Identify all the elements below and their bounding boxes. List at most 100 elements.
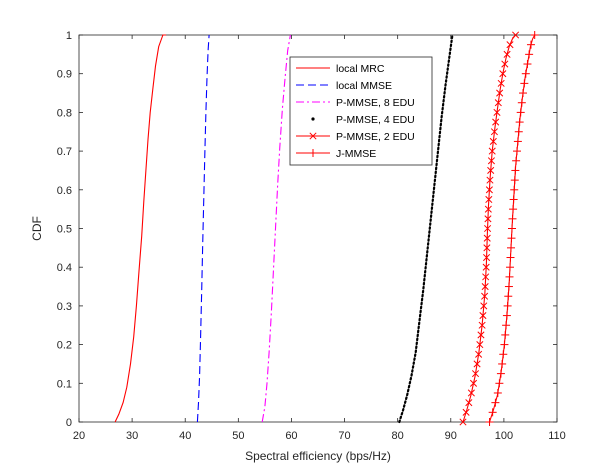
marker-p-mmse-2-edu-6 — [473, 360, 481, 368]
marker-j-mmse-33 — [517, 98, 526, 107]
y-tick-label-3: 0.3 — [57, 301, 72, 313]
legend: local MRC local MMSE P-MMSE, 8 EDU P-MMSE, … — [289, 56, 433, 166]
marker-p-mmse-2-edu-16 — [482, 263, 490, 271]
marker-p-mmse-2-edu-9 — [477, 331, 485, 339]
marker-j-mmse-11 — [502, 311, 511, 320]
marker-j-mmse-35 — [520, 79, 529, 88]
marker-j-mmse-10 — [502, 321, 511, 330]
marker-p-mmse-2-edu-15 — [482, 273, 490, 281]
marker-j-mmse-19 — [507, 234, 516, 243]
marker-p-mmse-2-edu-35 — [497, 79, 505, 87]
marker-p-mmse-2-edu-34 — [496, 89, 504, 97]
marker-j-mmse-28 — [512, 147, 521, 156]
series-line-p-mmse-4-edu — [398, 33, 454, 424]
marker-j-mmse-26 — [511, 166, 520, 175]
y-tick-label-9: 0.9 — [57, 69, 72, 81]
marker-p-mmse-2-edu-25 — [486, 176, 494, 184]
x-tick-label-5: 70 — [338, 430, 350, 442]
y-tick-label-6: 0.6 — [57, 185, 72, 197]
marker-j-mmse-30 — [514, 127, 523, 136]
marker-j-mmse-23 — [509, 195, 518, 204]
y-tick-label-4: 0.4 — [57, 262, 72, 274]
x-tick-label-0: 20 — [73, 430, 85, 442]
marker-j-mmse-8 — [500, 340, 509, 349]
x-axis-label: Spectral efficiency (bps/Hz) — [245, 449, 391, 463]
x-tick-label-9: 110 — [548, 430, 566, 442]
marker-p-mmse-2-edu-10 — [478, 321, 486, 329]
marker-p-mmse-2-edu-11 — [479, 312, 487, 320]
marker-p-mmse-2-edu-19 — [483, 234, 491, 242]
marker-p-mmse-2-edu-38 — [503, 50, 511, 58]
legend-entry-j-mmse: J-MMSE — [296, 148, 376, 160]
legend-entry-local-mrc: local MRC — [296, 63, 385, 75]
marker-p-mmse-2-edu-36 — [499, 70, 507, 78]
marker-j-mmse-21 — [508, 214, 517, 223]
series-p-mmse-8-edu — [261, 34, 291, 423]
legend-swatch-p-mmse-4-edu — [311, 117, 315, 121]
marker-j-mmse-18 — [506, 243, 515, 252]
y-tick-label-0: 0 — [66, 417, 72, 429]
marker-p-mmse-2-edu-37 — [501, 60, 509, 68]
series-p-mmse-2-edu — [459, 31, 520, 426]
series-layer — [114, 31, 539, 426]
legend-label-p-mmse-8-edu: P-MMSE, 8 EDU — [336, 97, 415, 109]
marker-j-mmse-31 — [515, 118, 524, 127]
legend-entry-p-mmse-8-edu: P-MMSE, 8 EDU — [296, 97, 415, 109]
marker-j-mmse-29 — [513, 137, 522, 146]
marker-p-mmse-2-edu-22 — [484, 205, 492, 213]
marker-j-mmse-36 — [521, 69, 530, 78]
marker-p-mmse-2-edu-39 — [506, 41, 514, 49]
marker-j-mmse-5 — [496, 369, 505, 378]
marker-j-mmse-12 — [503, 301, 512, 310]
series-line-local-mrc — [114, 34, 167, 423]
marker-p-mmse-2-edu-1 — [462, 408, 470, 416]
marker-j-mmse-32 — [516, 108, 525, 117]
x-tick-label-1: 30 — [126, 430, 138, 442]
marker-j-mmse-1 — [488, 408, 497, 417]
marker-j-mmse-39 — [526, 40, 535, 49]
x-tick-label-4: 60 — [285, 430, 297, 442]
legend-label-j-mmse: J-MMSE — [336, 148, 376, 160]
marker-j-mmse-15 — [505, 272, 514, 281]
y-tick-label-5: 0.5 — [57, 224, 72, 236]
ticks-layer: 20 30 40 50 60 70 80 90 100 110 0 0.1 0.2 0.3 0.4 0.5 0.… — [57, 30, 566, 442]
marker-p-mmse-2-edu-31 — [492, 118, 500, 126]
marker-j-mmse-20 — [507, 224, 516, 233]
legend-entry-p-mmse-2-edu: P-MMSE, 2 EDU — [296, 131, 415, 143]
marker-p-mmse-2-edu-26 — [487, 166, 495, 175]
y-tick-label-7: 0.7 — [57, 146, 72, 158]
marker-j-mmse-13 — [504, 292, 513, 301]
marker-p-mmse-2-edu-0 — [459, 418, 467, 426]
marker-p-mmse-2-edu-3 — [467, 389, 475, 397]
series-j-mmse — [485, 31, 539, 426]
series-p-mmse-4-edu — [398, 33, 454, 424]
marker-j-mmse-14 — [504, 282, 513, 291]
marker-j-mmse-38 — [525, 50, 534, 59]
marker-j-mmse-34 — [519, 89, 528, 98]
marker-j-mmse-7 — [499, 350, 508, 359]
legend-label-local-mrc: local MRC — [336, 63, 385, 75]
marker-j-mmse-16 — [505, 263, 514, 272]
series-line-local-mmse — [196, 34, 210, 423]
marker-j-mmse-37 — [523, 60, 532, 69]
marker-p-mmse-2-edu-7 — [475, 350, 483, 358]
marker-j-mmse-9 — [501, 330, 510, 339]
marker-p-mmse-2-edu-24 — [485, 186, 493, 194]
y-tick-label-10: 1 — [66, 30, 72, 42]
marker-p-mmse-2-edu-28 — [488, 147, 496, 155]
legend-label-local-mmse: local MMSE — [336, 80, 392, 92]
legend-label-p-mmse-2-edu: P-MMSE, 2 EDU — [336, 131, 415, 143]
series-local-mrc — [114, 34, 167, 423]
marker-p-mmse-2-edu-40 — [512, 31, 520, 39]
marker-p-mmse-2-edu-17 — [483, 253, 491, 262]
legend-box — [289, 56, 433, 166]
legend-entry-local-mmse: local MMSE — [296, 80, 392, 92]
series-local-mmse — [196, 34, 210, 423]
marker-p-mmse-2-edu-4 — [469, 379, 478, 387]
marker-p-mmse-2-edu-27 — [487, 157, 495, 165]
marker-j-mmse-22 — [509, 205, 518, 214]
marker-p-mmse-2-edu-20 — [484, 224, 492, 233]
legend-entry-p-mmse-4-edu: P-MMSE, 4 EDU — [311, 114, 415, 126]
marker-p-mmse-2-edu-14 — [481, 282, 489, 291]
